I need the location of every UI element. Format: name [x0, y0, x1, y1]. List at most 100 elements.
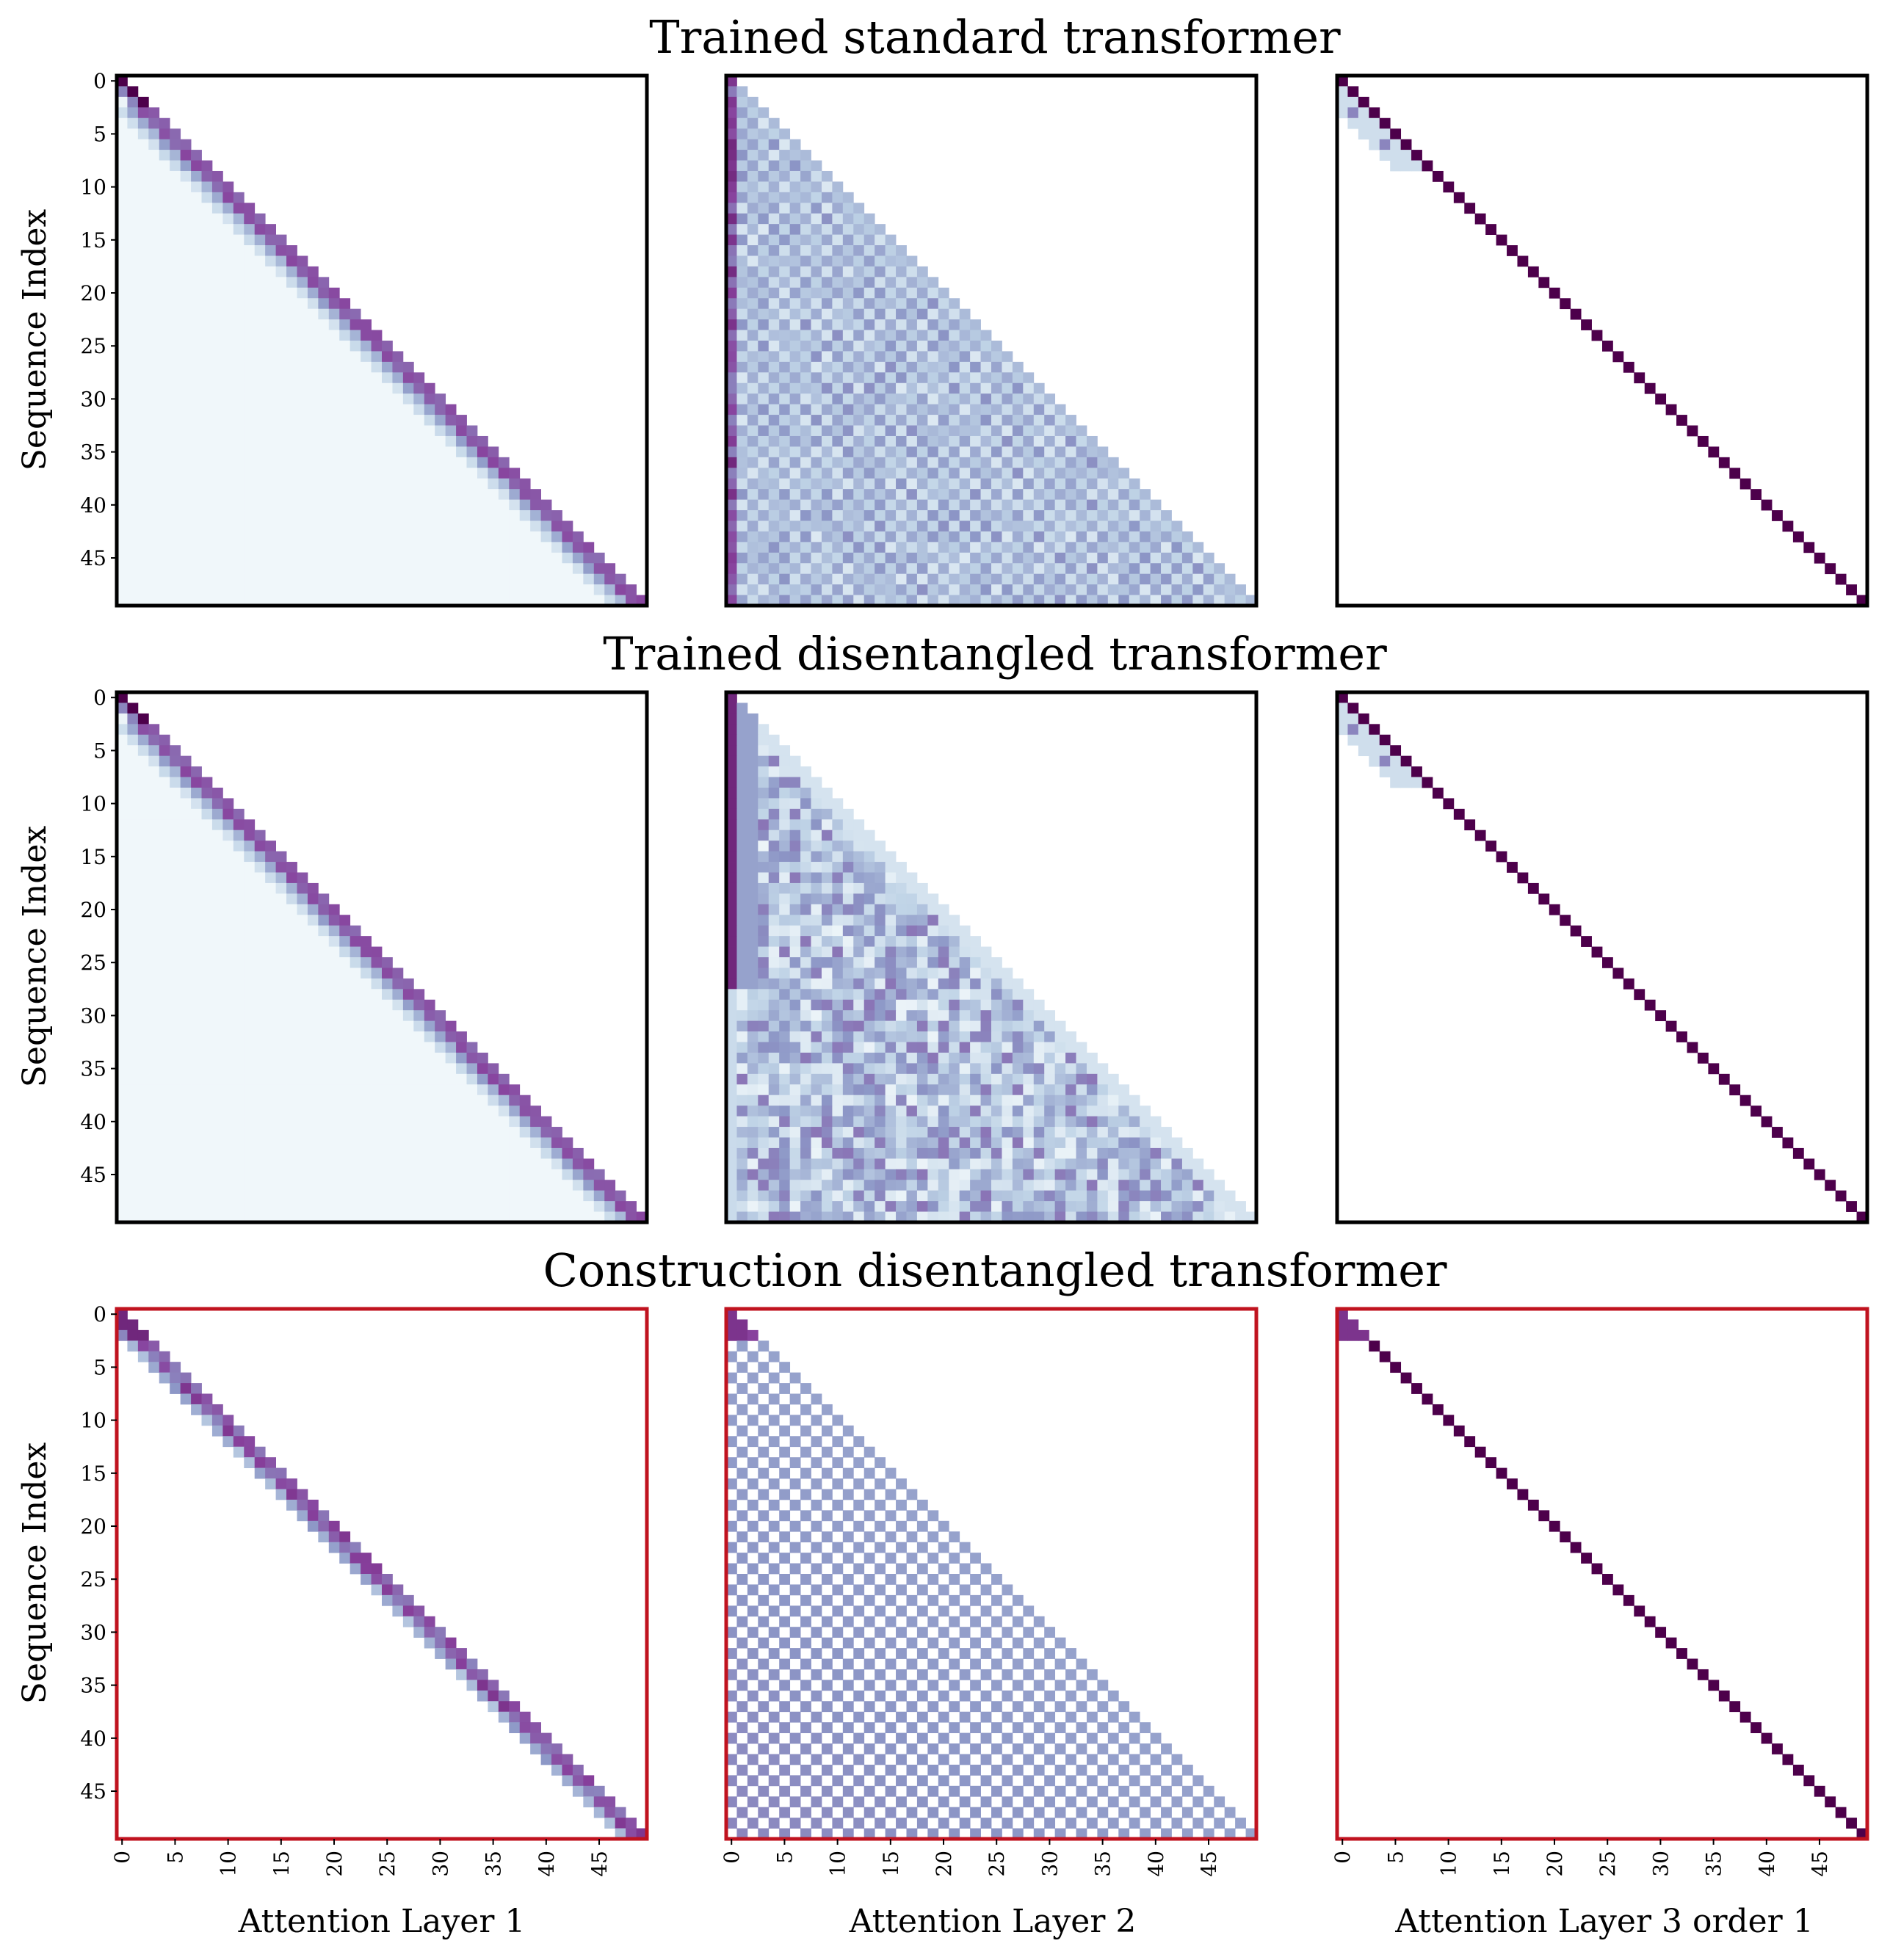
heatmap-cell [811, 893, 822, 905]
heatmap-cell [832, 404, 844, 415]
heatmap-cell [371, 1169, 383, 1180]
heatmap-cell [821, 224, 833, 235]
heatmap-cell [117, 777, 128, 788]
heatmap-cell [800, 1073, 811, 1085]
heatmap-cell [736, 915, 748, 926]
heatmap-cell [117, 1073, 128, 1085]
heatmap-cell [811, 872, 822, 884]
heatmap-cell [991, 1106, 1002, 1117]
heatmap-cell [916, 382, 928, 394]
heatmap-cell [509, 1106, 521, 1117]
heatmap-cell [402, 1158, 414, 1170]
heatmap-cell [307, 1095, 319, 1106]
heatmap-cell [170, 1158, 181, 1170]
heatmap-cell [800, 1116, 811, 1128]
heatmap-cell [885, 468, 897, 479]
heatmap-cell [747, 713, 758, 725]
heatmap-cell [875, 298, 886, 310]
heatmap-cell [736, 382, 748, 394]
heatmap-cell [1118, 1127, 1130, 1138]
heatmap-cell [1803, 542, 1815, 553]
heatmap-cell [275, 351, 287, 363]
heatmap-cell [201, 893, 213, 905]
heatmap-cell [191, 489, 202, 500]
heatmap-cell [779, 1052, 791, 1064]
heatmap-cell [863, 1063, 875, 1075]
heatmap-cell [361, 446, 372, 458]
heatmap-cell [361, 361, 372, 373]
heatmap-cell [265, 1031, 276, 1042]
heatmap-cell [159, 882, 170, 894]
heatmap-cell [456, 1031, 467, 1042]
heatmap-frame [1335, 73, 1869, 608]
heatmap-cell [1161, 542, 1172, 553]
heatmap-cell [821, 404, 833, 415]
heatmap-cell [201, 915, 213, 926]
heatmap-cell [959, 531, 971, 542]
heatmap-cell [1002, 415, 1013, 426]
heatmap-cell [350, 1116, 361, 1128]
heatmap-cell [180, 936, 192, 947]
heatmap-cell [265, 968, 276, 979]
heatmap-cell [445, 404, 457, 415]
heatmap-cell [488, 1201, 499, 1212]
heatmap-cell [233, 1010, 245, 1022]
heatmap-cell [938, 1127, 949, 1138]
heatmap-cell [297, 893, 308, 905]
heatmap-cell [286, 1158, 297, 1170]
heatmap-cell [170, 584, 181, 595]
heatmap-cell [1161, 1147, 1172, 1159]
heatmap-cell [530, 531, 541, 542]
heatmap-cell [180, 755, 192, 767]
heatmap-cell [148, 457, 160, 468]
heatmap-cell [148, 1180, 160, 1191]
heatmap-cell [906, 946, 918, 958]
heatmap-cell [201, 1073, 213, 1085]
heatmap-cell [736, 1106, 748, 1117]
heatmap-cell [201, 287, 213, 299]
heatmap-cell [863, 584, 875, 595]
heatmap-cell [1044, 595, 1056, 606]
heatmap-cell [927, 341, 939, 352]
heatmap-cell [726, 1137, 737, 1149]
heatmap-cell [159, 563, 170, 575]
heatmap-cell [1181, 531, 1193, 542]
heatmap-cell [1097, 552, 1109, 564]
heatmap-cell [361, 552, 372, 564]
heatmap-cell [1129, 1127, 1140, 1138]
heatmap-cell [477, 520, 488, 532]
heatmap-cell [1002, 595, 1013, 606]
heatmap-cell [1118, 552, 1130, 564]
heatmap-cell [789, 1052, 801, 1064]
heatmap-cell [970, 415, 981, 426]
heatmap-cell [853, 1137, 865, 1149]
heatmap-cell [509, 563, 521, 575]
heatmap-cell [201, 170, 213, 182]
heatmap-cell [127, 457, 139, 468]
heatmap-cell [361, 1031, 372, 1042]
heatmap-cell [800, 1042, 811, 1053]
heatmap-cell [842, 584, 854, 595]
heatmap-cell [265, 872, 276, 884]
heatmap-cell [800, 968, 811, 979]
heatmap-cell [530, 1211, 541, 1223]
heatmap-cell [275, 882, 287, 894]
heatmap-cell [1054, 1127, 1066, 1138]
heatmap-cell [572, 531, 584, 542]
heatmap-cell [201, 330, 213, 341]
heatmap-cell [853, 287, 865, 299]
heatmap-cell [885, 277, 897, 288]
heatmap-cell [509, 1190, 521, 1202]
heatmap-cell [1203, 595, 1214, 606]
heatmap-cell [896, 457, 907, 468]
heatmap-cell [328, 584, 340, 595]
heatmap-cell [885, 393, 897, 405]
heatmap-cell [170, 904, 181, 915]
heatmap-cell [970, 457, 981, 468]
heatmap-cell [736, 446, 748, 458]
heatmap-cell [916, 1158, 928, 1170]
heatmap-cell [137, 1190, 149, 1202]
heatmap-cell [477, 446, 488, 458]
heatmap-cell [863, 457, 875, 468]
heatmap-cell [726, 446, 737, 458]
